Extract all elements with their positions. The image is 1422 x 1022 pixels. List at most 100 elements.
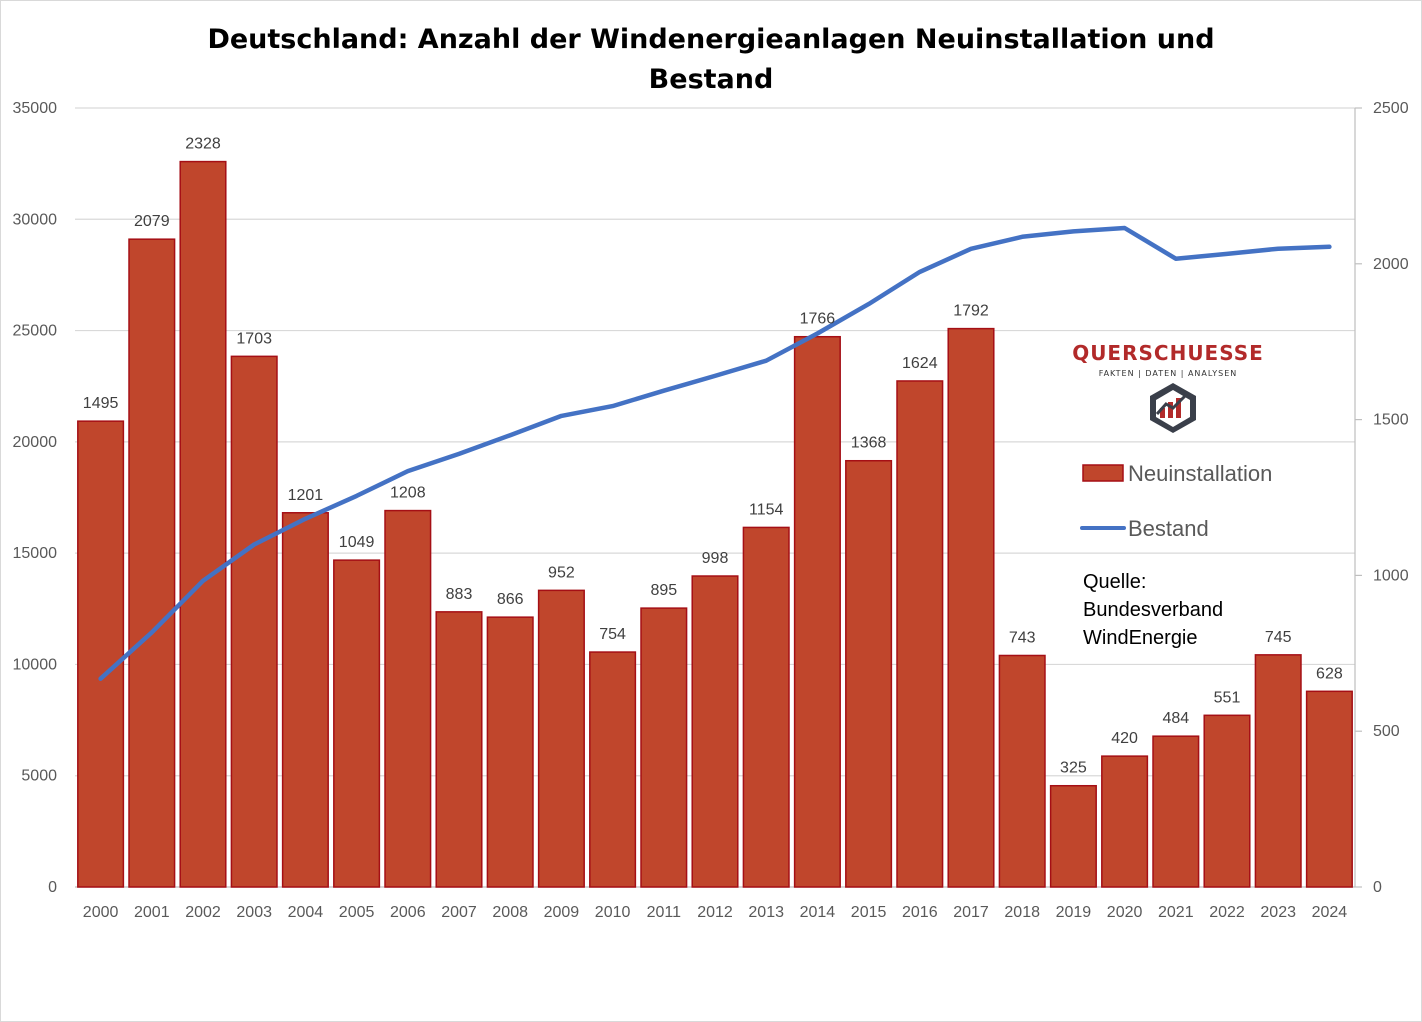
bar-label-2018: 743 <box>1009 629 1036 646</box>
bar-2004 <box>281 512 329 888</box>
x-tick-label-2019: 2019 <box>1056 904 1092 921</box>
right-axis-tick-label: 500 <box>1373 723 1400 740</box>
source-line-2: Bundesverband <box>1083 599 1223 621</box>
bar-label-2009: 952 <box>548 564 575 581</box>
bar-2022 <box>1203 714 1251 888</box>
logo-tagline: FAKTEN | DATEN | ANALYSEN <box>1099 369 1238 378</box>
bar-2021 <box>1152 735 1200 888</box>
bar-2024 <box>1305 690 1353 888</box>
x-tick-label-2017: 2017 <box>953 904 989 921</box>
legend: Neuinstallation Bestand <box>1080 461 1272 541</box>
bar-2009 <box>537 589 585 888</box>
source-line-3: WindEnergie <box>1083 627 1198 649</box>
x-tick-label-2022: 2022 <box>1209 904 1245 921</box>
x-tick-label-2010: 2010 <box>595 904 631 921</box>
line-series-bestand <box>98 225 1332 681</box>
logo-title: QUERSCHUESSE <box>1072 341 1264 365</box>
bar-2023 <box>1254 654 1302 888</box>
right-axis-tick-label: 1000 <box>1373 567 1409 584</box>
x-tick-label-2006: 2006 <box>390 904 426 921</box>
left-axis-tick-label: 25000 <box>13 323 58 340</box>
x-tick-label-2020: 2020 <box>1107 904 1143 921</box>
bar-2017 <box>947 327 995 888</box>
x-tick-label-2005: 2005 <box>339 904 375 921</box>
bar-label-2023: 745 <box>1265 629 1292 646</box>
bar-2013 <box>742 526 790 888</box>
bar-label-2008: 866 <box>497 591 524 608</box>
x-tick-label-2014: 2014 <box>800 904 836 921</box>
bar-label-2013: 1154 <box>749 501 784 518</box>
x-tick-label-2003: 2003 <box>236 904 272 921</box>
bar-label-2005: 1049 <box>339 534 375 551</box>
left-axis-tick-label: 5000 <box>21 768 57 785</box>
x-tick-label-2009: 2009 <box>544 904 580 921</box>
left-axis-tick-label: 0 <box>48 879 57 896</box>
x-tick-label-2015: 2015 <box>851 904 887 921</box>
x-tick-label-2008: 2008 <box>492 904 528 921</box>
x-tick-label-2002: 2002 <box>185 904 221 921</box>
logo-hexagon-icon <box>1150 383 1196 433</box>
chart-title: Deutschland: Anzahl der Windenergieanlag… <box>207 24 1215 95</box>
querschuesse-logo: QUERSCHUESSE FAKTEN | DATEN | ANALYSEN <box>1072 341 1264 433</box>
bar-2007 <box>435 611 483 888</box>
x-tick-label-2011: 2011 <box>647 904 682 921</box>
bar-2001 <box>128 238 176 888</box>
bar-label-2004: 1201 <box>288 487 324 504</box>
bar-label-2017: 1792 <box>953 303 989 320</box>
bar-label-2000: 1495 <box>83 395 119 412</box>
bar-2020 <box>1101 755 1149 888</box>
bar-label-2019: 325 <box>1060 760 1087 777</box>
bar-label-2011: 895 <box>650 582 677 599</box>
x-tick-label-2021: 2021 <box>1158 904 1194 921</box>
bar-2006 <box>384 509 432 888</box>
bar-label-2024: 628 <box>1316 665 1343 682</box>
legend-label-neuinstallation: Neuinstallation <box>1128 461 1272 486</box>
bar-2015 <box>845 459 893 888</box>
bar-2000 <box>77 420 125 888</box>
x-tick-label-2007: 2007 <box>441 904 477 921</box>
x-tick-label-2018: 2018 <box>1004 904 1040 921</box>
bestand-line <box>98 225 1332 681</box>
left-axis-tick-label: 30000 <box>13 211 58 228</box>
left-axis-tick-label: 20000 <box>13 434 58 451</box>
x-tick-label-2024: 2024 <box>1312 904 1348 921</box>
bar-label-2007: 883 <box>446 586 473 603</box>
bar-2005 <box>333 559 381 888</box>
bar-label-2006: 1208 <box>390 485 426 502</box>
legend-label-bestand: Bestand <box>1128 516 1209 541</box>
bar-2003 <box>230 355 278 888</box>
bar-2014 <box>793 335 841 888</box>
bar-label-2022: 551 <box>1214 689 1241 706</box>
bar-label-2010: 754 <box>599 626 626 643</box>
bar-2019 <box>1049 784 1097 888</box>
bar-2012 <box>691 575 739 888</box>
bar-label-2021: 484 <box>1162 710 1189 727</box>
bar-label-2015: 1368 <box>851 435 887 452</box>
bar-2008 <box>486 616 534 888</box>
right-axis-ticks: 0 500 1000 1500 2000 2500 <box>1354 100 1409 896</box>
bar-series-neuinstallation <box>77 160 1353 888</box>
right-axis-tick-label: 1500 <box>1373 412 1409 429</box>
right-axis-tick-label: 2000 <box>1373 256 1409 273</box>
x-tick-label-2000: 2000 <box>83 904 119 921</box>
x-tick-label-2012: 2012 <box>697 904 733 921</box>
right-axis-tick-label: 2500 <box>1373 100 1409 117</box>
x-tick-label-2001: 2001 <box>134 904 170 921</box>
bar-label-2020: 420 <box>1111 730 1138 747</box>
left-axis-tick-label: 35000 <box>13 100 58 117</box>
source-note: Quelle: Bundesverband WindEnergie <box>1083 571 1223 649</box>
bar-label-2016: 1624 <box>902 355 938 372</box>
source-line-1: Quelle: <box>1083 571 1146 593</box>
legend-swatch-neuinstallation <box>1082 464 1124 482</box>
x-tick-label-2023: 2023 <box>1260 904 1296 921</box>
bar-label-2002: 2328 <box>185 136 221 153</box>
x-tick-label-2013: 2013 <box>748 904 784 921</box>
left-axis-ticks: 0 5000 10000 15000 20000 25000 30000 35000 <box>13 100 58 896</box>
bar-data-labels: 1495 2079 2328 1703 1201 1049 1208 883 866 952 754… <box>83 136 1343 777</box>
bar-label-2014: 1766 <box>800 311 836 328</box>
left-axis-tick-label: 10000 <box>13 656 58 673</box>
bar-label-2012: 998 <box>702 550 729 567</box>
x-tick-label-2004: 2004 <box>288 904 324 921</box>
bar-label-2001: 2079 <box>134 213 170 230</box>
x-tick-label-2016: 2016 <box>902 904 938 921</box>
